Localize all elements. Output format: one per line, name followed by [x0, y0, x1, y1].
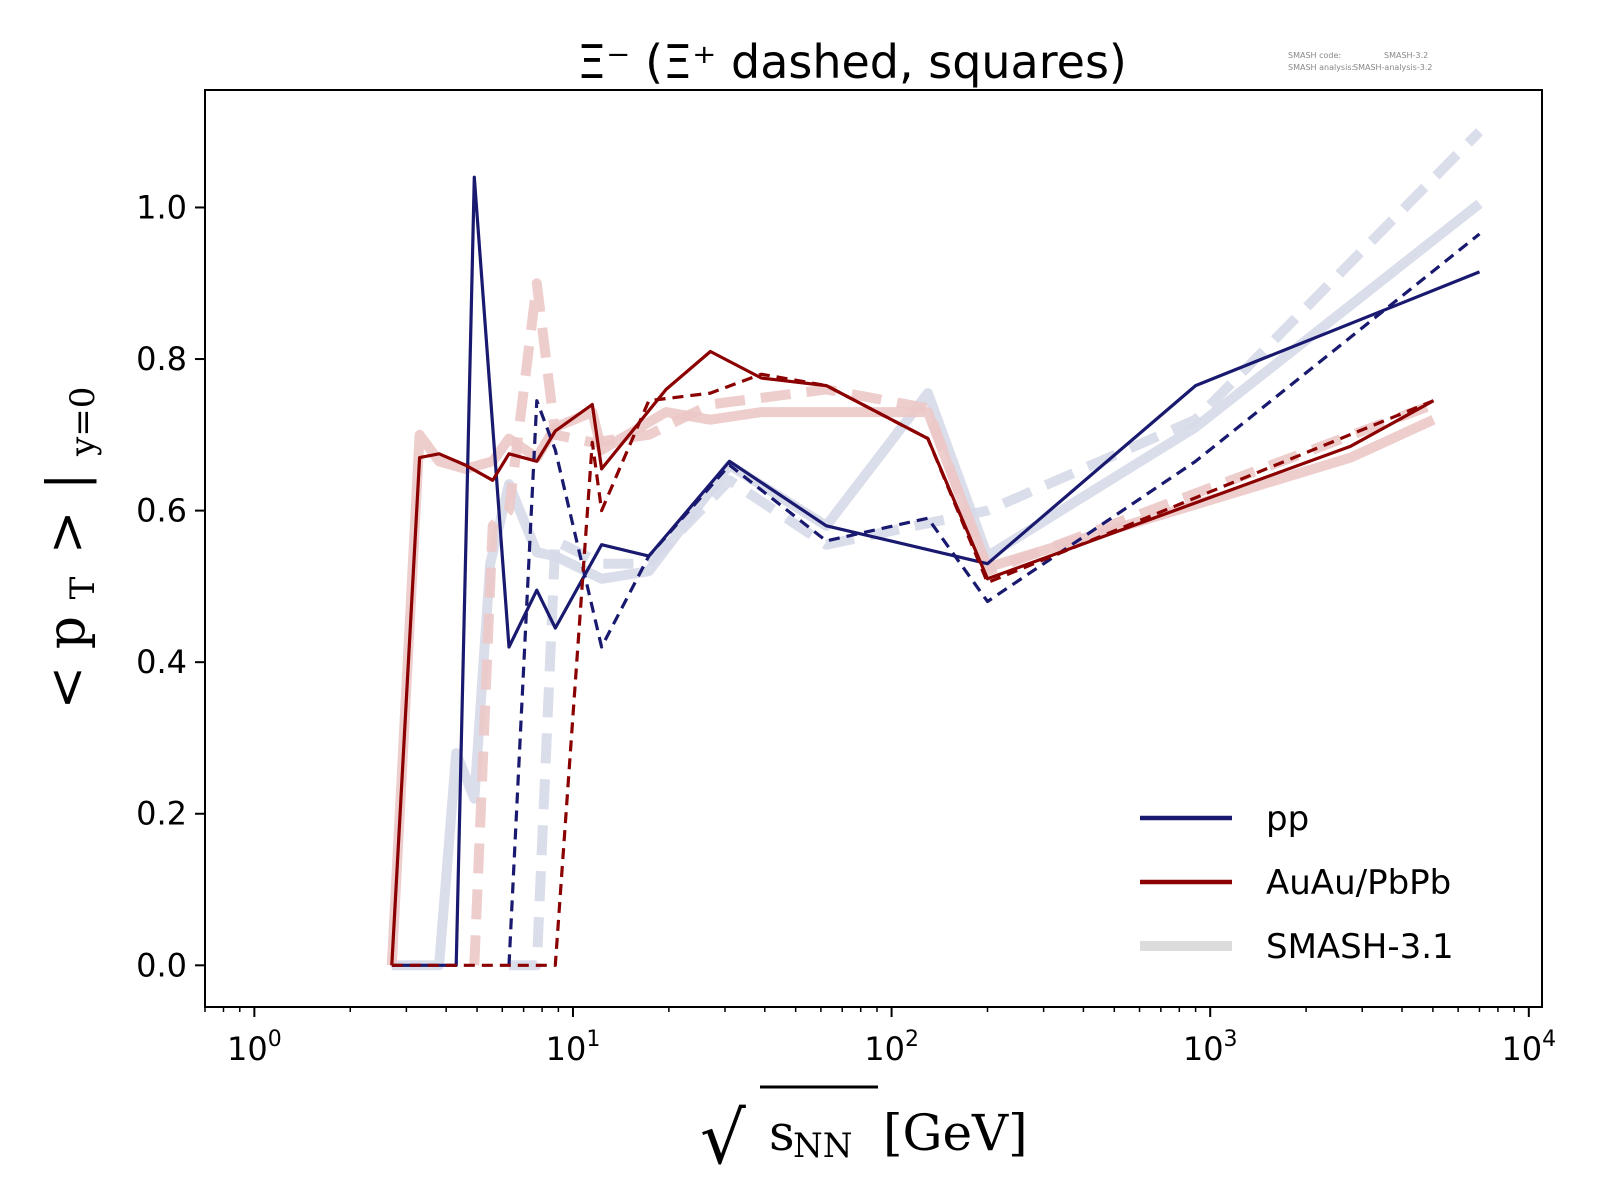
series-line-pp-xi-plus	[507, 232, 1481, 966]
y-axis-variable: p	[37, 616, 97, 649]
y-axis-close-bracket: >	[37, 511, 97, 555]
series-line-smash-3-1-pp-xi-plus	[509, 128, 1484, 971]
plot-frame	[204, 89, 1543, 1008]
x-axis-variable: s	[769, 1104, 795, 1162]
x-axis-label: √ s NN [GeV]	[700, 1085, 1028, 1180]
svg-text:< p T >: < p T > | y=0	[37, 387, 107, 710]
y-tick-label: 0.6	[136, 492, 187, 530]
series-line-auau-pbpb-xi-plus	[391, 372, 1435, 967]
series-line-pp-xi-minus	[391, 175, 1481, 967]
x-axis-subscript: NN	[793, 1126, 853, 1166]
x-tick-label: 100	[227, 1027, 282, 1068]
y-axis-subscript-y: y=0	[63, 387, 103, 457]
series-line-smash-3-1-auau-pbpb-xi-plus	[469, 278, 1436, 966]
watermark-analysis-label: SMASH analysis:	[1288, 63, 1354, 72]
x-tick-label: 103	[1183, 1027, 1238, 1068]
x-axis-sqrt-symbol: √	[700, 1096, 746, 1180]
y-tick-label: 0.8	[136, 340, 187, 378]
x-tick-label: 104	[1501, 1027, 1556, 1068]
y-tick-label: 0.0	[136, 946, 187, 984]
legend-label: AuAu/PbPb	[1266, 863, 1451, 903]
y-tick-label: 0.2	[136, 795, 187, 833]
watermark: SMASH code: SMASH-3.2 SMASH analysis: SM…	[1288, 51, 1432, 72]
watermark-code-label: SMASH code:	[1288, 51, 1341, 60]
y-axis: 0.0 0.2 0.4 0.6 0.8 1.0	[136, 188, 205, 984]
x-axis-unit: [GeV]	[883, 1104, 1028, 1162]
legend: pp AuAu/PbPb SMASH-3.1	[1140, 799, 1454, 967]
y-axis-bar: |	[37, 473, 97, 491]
chart-title: Ξ⁻ (Ξ⁺ dashed, squares)	[577, 35, 1127, 89]
legend-label: SMASH-3.1	[1266, 927, 1454, 967]
series-group	[386, 128, 1484, 971]
y-tick-label: 1.0	[136, 188, 187, 226]
y-axis-open-bracket: <	[37, 666, 97, 710]
x-tick-label: 101	[546, 1027, 601, 1068]
watermark-analysis-value: SMASH-analysis-3.2	[1353, 63, 1432, 72]
series-line-smash-3-1-pp-xi-minus	[391, 199, 1483, 971]
y-axis-label: < p T > | y=0	[37, 387, 107, 710]
watermark-code-value: SMASH-3.2	[1384, 51, 1428, 60]
x-tick-label: 102	[864, 1027, 919, 1068]
x-axis: 100 101 102 103 104	[204, 1007, 1556, 1068]
y-tick-label: 0.4	[136, 643, 187, 681]
legend-label: pp	[1266, 799, 1309, 839]
y-axis-subscript-t: T	[63, 576, 103, 599]
